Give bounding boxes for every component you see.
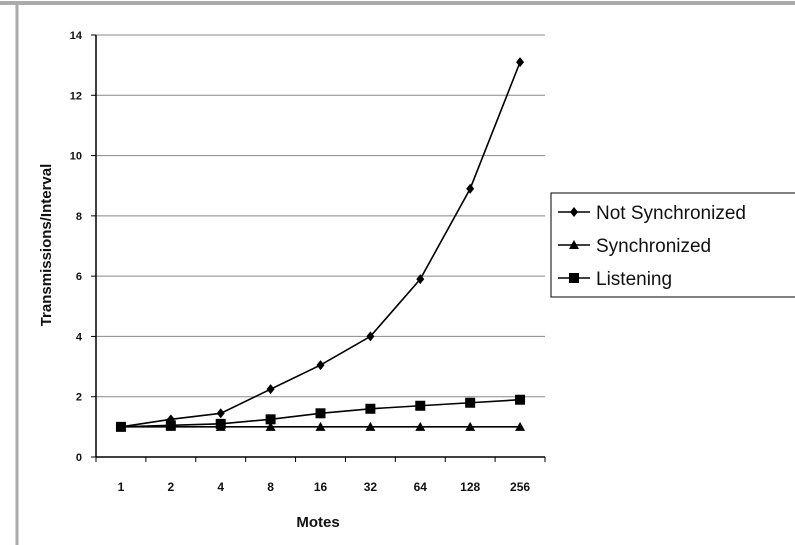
x-tick-label: 8 xyxy=(267,480,274,494)
legend: Not Synchronized Synchronized Listening xyxy=(550,192,795,298)
data-point xyxy=(516,57,525,68)
legend-swatch-marker xyxy=(569,240,579,249)
series-layer xyxy=(115,57,526,432)
y-tick-label: 0 xyxy=(76,452,82,464)
series-not-synchronized xyxy=(116,57,525,432)
data-point xyxy=(515,421,526,431)
data-point xyxy=(466,183,475,194)
x-tick-label: 128 xyxy=(460,480,480,494)
y-tick-label: 2 xyxy=(76,392,82,404)
x-tick-label: 1 xyxy=(118,480,125,494)
legend-label: Synchronized xyxy=(596,236,711,257)
y-tick-label: 14 xyxy=(70,30,83,42)
x-axis-label: Motes xyxy=(296,514,339,531)
x-tick-label: 2 xyxy=(167,480,174,494)
x-tick-label: 32 xyxy=(364,480,378,494)
series-line xyxy=(120,61,521,428)
x-tick-label: 64 xyxy=(414,480,428,494)
y-tick-label: 12 xyxy=(70,90,82,102)
legend-swatch-marker xyxy=(569,273,579,283)
legend-box xyxy=(550,192,795,298)
x-tick-label: 4 xyxy=(217,480,224,494)
axes xyxy=(91,34,546,462)
legend-item: Listening xyxy=(558,269,672,290)
data-point xyxy=(415,421,426,431)
y-tick-labels: 0 2 4 6 8 10 12 14 xyxy=(70,30,83,464)
data-point xyxy=(166,414,175,425)
data-point xyxy=(465,421,476,431)
data-point xyxy=(116,421,125,432)
data-point xyxy=(316,360,325,371)
data-point xyxy=(315,421,326,431)
data-point xyxy=(265,414,276,425)
data-point xyxy=(465,397,476,408)
data-point xyxy=(415,400,426,411)
x-tick-labels: 1 2 4 8 16 32 64 128 256 xyxy=(118,480,531,494)
y-tick-label: 10 xyxy=(70,151,82,163)
legend-label: Listening xyxy=(596,269,672,290)
y-axis-label: Transmissions/Interval xyxy=(38,164,55,327)
legend-label: Not Synchronized xyxy=(596,203,746,224)
data-point xyxy=(266,384,275,395)
gridlines xyxy=(96,34,545,398)
data-point xyxy=(216,408,225,419)
y-tick-label: 4 xyxy=(76,331,83,343)
legend-item: Not Synchronized xyxy=(558,203,746,224)
data-point xyxy=(265,421,276,431)
x-tick-label: 256 xyxy=(510,480,530,494)
legend-swatch-marker xyxy=(570,207,578,217)
x-tick-label: 16 xyxy=(314,480,328,494)
data-point xyxy=(165,421,176,431)
data-point xyxy=(416,274,425,285)
series-synchronized xyxy=(115,421,526,431)
data-point xyxy=(366,331,375,342)
data-point xyxy=(515,394,526,405)
data-point xyxy=(365,421,376,431)
data-point xyxy=(215,421,226,431)
y-tick-label: 8 xyxy=(76,211,82,223)
data-point xyxy=(315,408,326,419)
y-tick-label: 6 xyxy=(76,271,82,283)
legend-item: Synchronized xyxy=(558,236,711,257)
data-point xyxy=(365,403,376,414)
